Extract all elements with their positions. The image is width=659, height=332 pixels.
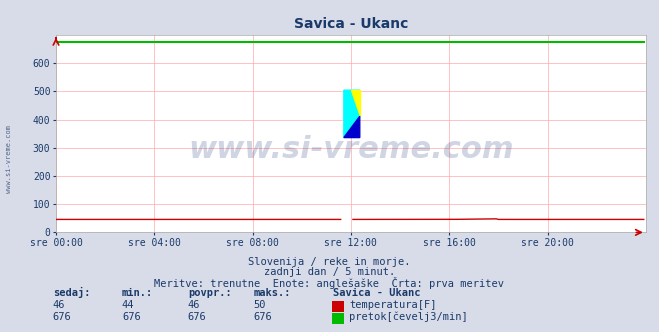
- Text: 46: 46: [53, 300, 65, 310]
- Text: sedaj:: sedaj:: [53, 287, 90, 298]
- Polygon shape: [351, 90, 360, 116]
- Text: min.:: min.:: [122, 288, 153, 298]
- Title: Savica - Ukanc: Savica - Ukanc: [294, 17, 408, 31]
- Text: www.si-vreme.com: www.si-vreme.com: [188, 135, 514, 164]
- Text: pretok[čevelj3/min]: pretok[čevelj3/min]: [349, 311, 468, 322]
- Text: Slovenija / reke in morje.: Slovenija / reke in morje.: [248, 257, 411, 267]
- Text: 676: 676: [122, 312, 140, 322]
- Polygon shape: [344, 90, 360, 137]
- Text: maks.:: maks.:: [254, 288, 291, 298]
- Text: povpr.:: povpr.:: [188, 288, 231, 298]
- Polygon shape: [344, 116, 360, 137]
- Text: 676: 676: [53, 312, 71, 322]
- Text: 676: 676: [254, 312, 272, 322]
- Text: Savica - Ukanc: Savica - Ukanc: [333, 288, 420, 298]
- Text: temperatura[F]: temperatura[F]: [349, 300, 437, 310]
- Text: zadnji dan / 5 minut.: zadnji dan / 5 minut.: [264, 267, 395, 277]
- Text: 44: 44: [122, 300, 134, 310]
- Text: www.si-vreme.com: www.si-vreme.com: [5, 125, 12, 193]
- Text: 676: 676: [188, 312, 206, 322]
- Text: 46: 46: [188, 300, 200, 310]
- Text: Meritve: trenutne  Enote: anglešaške  Črta: prva meritev: Meritve: trenutne Enote: anglešaške Črta…: [154, 277, 505, 289]
- Text: 50: 50: [254, 300, 266, 310]
